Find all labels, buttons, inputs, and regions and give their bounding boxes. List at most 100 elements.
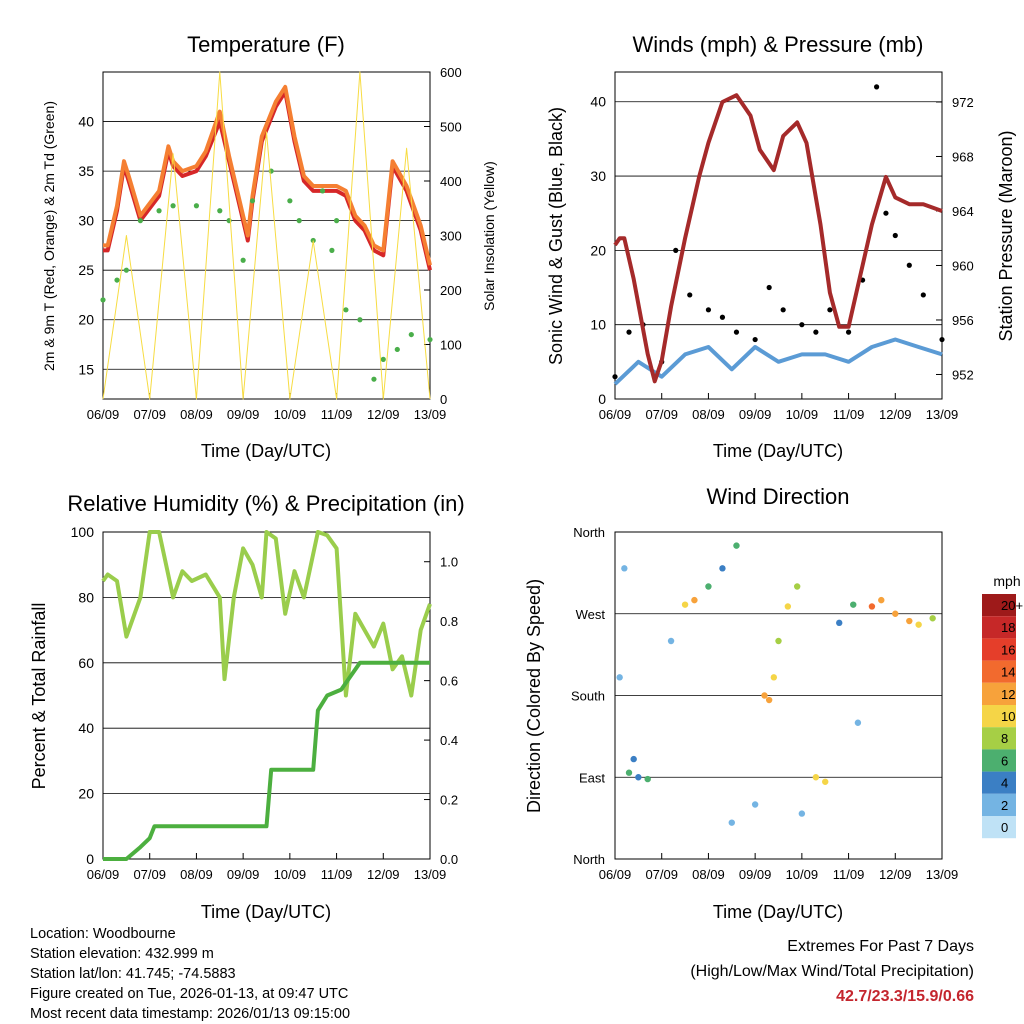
wind-direction-point	[625, 769, 633, 776]
sonic-wind-line	[613, 337, 943, 386]
wind-direction-point	[798, 810, 806, 817]
gust-point	[799, 322, 805, 328]
gust-point	[766, 284, 772, 291]
temperature-x-axis-label: Time (Day/UTC)	[201, 441, 331, 461]
wind-direction-point	[793, 583, 801, 590]
extremes-box: Extremes For Past 7 Days (High/Low/Max W…	[690, 934, 974, 1009]
speed-legend-swatch	[982, 727, 1016, 750]
y2-tick-label: 100	[440, 338, 462, 353]
x-tick-label: 11/09	[321, 407, 353, 422]
speed-legend-swatch	[982, 682, 1016, 705]
y-tick-label: 30	[590, 168, 606, 184]
wind-direction-point	[892, 610, 899, 617]
wind-direction-point	[681, 601, 689, 608]
2m-td-point	[170, 203, 176, 209]
speed-legend-title: mph	[993, 573, 1020, 589]
gust-point	[939, 336, 945, 343]
x-tick-label: 10/09	[274, 867, 307, 882]
x-tick-label: 10/09	[786, 407, 819, 422]
gust-point	[719, 314, 726, 320]
y-tick-label: 40	[78, 720, 94, 736]
wind-direction-point	[878, 596, 885, 604]
x-tick-label: 08/09	[692, 407, 725, 422]
x-tick-label: 06/09	[87, 407, 120, 422]
figure-created: Figure created on Tue, 2026-01-13, at 09…	[30, 986, 349, 1002]
speed-legend-label: 4	[1001, 776, 1008, 791]
wind-direction-point	[621, 565, 628, 572]
wind-direction-point	[836, 619, 843, 627]
gust-point	[845, 329, 852, 335]
y2-tick-label: 956	[952, 313, 974, 328]
x-tick-label: 09/09	[227, 867, 260, 882]
solar-insolation-line	[102, 71, 431, 400]
speed-legend-label: 18	[1001, 620, 1015, 635]
y2-tick-label: 0	[440, 392, 447, 407]
wind-direction-panel: Wind Direction Direction (Colored By Spe…	[524, 484, 1023, 922]
wind-direction-point	[822, 778, 829, 785]
wind-direction-x-axis-label: Time (Day/UTC)	[713, 902, 843, 922]
station-elevation: Station elevation: 432.999 m	[30, 946, 214, 962]
speed-legend-label: 10	[1001, 709, 1015, 724]
x-tick-label: 13/09	[926, 407, 959, 422]
y2-tick-label: 0.8	[440, 614, 458, 629]
wind-direction-point	[906, 617, 913, 625]
speed-legend-label: 2	[1001, 798, 1008, 813]
gust-point	[626, 329, 632, 335]
speed-legend-label: 14	[1001, 665, 1015, 680]
2m-td-point	[296, 218, 302, 224]
relative-humidity-line	[101, 530, 432, 698]
wind-direction-point	[691, 596, 698, 604]
y-tick-label: 10	[590, 317, 606, 333]
2m-td-point	[408, 331, 414, 338]
humidity-precip-panel: Relative Humidity (%) & Precipitation (i…	[29, 491, 465, 922]
2m-td-point	[123, 267, 129, 273]
gust-point	[752, 336, 758, 343]
speed-legend-swatch	[982, 749, 1016, 772]
wind-direction-point	[630, 755, 637, 763]
wind-direction-point	[635, 774, 642, 781]
y-tick-label: 20	[78, 786, 94, 802]
y2-tick-label: 600	[440, 65, 462, 80]
wind-direction-point	[751, 801, 759, 808]
y2-tick-label: 972	[952, 95, 974, 110]
2m-td-point	[193, 203, 200, 209]
speed-legend-swatch	[982, 705, 1016, 728]
wind-direction-point	[915, 621, 922, 628]
x-tick-label: 12/09	[367, 867, 400, 882]
y-tick-label: 100	[71, 524, 95, 540]
station-pressure-line	[613, 93, 943, 384]
2m-td-point	[287, 198, 293, 204]
2m-td-point	[114, 277, 120, 283]
x-tick-label: 11/09	[833, 407, 865, 422]
speed-legend-label: 16	[1001, 642, 1015, 657]
total-precipitation-line	[103, 660, 430, 861]
gust-point	[813, 329, 819, 335]
y2-tick-label: 1.0	[440, 555, 458, 570]
2m-td-point	[394, 346, 400, 353]
x-tick-label: 06/09	[599, 407, 632, 422]
speed-legend-swatch	[982, 594, 1016, 617]
wind-direction-point	[770, 674, 778, 681]
x-tick-label: 09/09	[739, 867, 772, 882]
y-tick-label: 40	[590, 94, 606, 110]
gust-point	[883, 210, 889, 216]
y-tick-label: 20	[590, 242, 606, 258]
x-tick-label: 09/09	[739, 407, 772, 422]
station-info: Location: Woodbourne Station elevation: …	[30, 924, 350, 1024]
extremes-values: 42.7/23.3/15.9/0.66	[836, 988, 974, 1005]
y2-tick-label: 0.2	[440, 793, 458, 808]
y-tick-label: 30	[78, 213, 94, 229]
wind-direction-point	[850, 601, 857, 608]
direction-tick-label: West	[576, 607, 606, 622]
temperature-panel: Temperature (F) 2m & 9m T (Red, Orange) …	[41, 32, 497, 461]
wind-direction-title: Wind Direction	[706, 484, 849, 509]
y-tick-label: 60	[78, 655, 94, 671]
y2-tick-label: 500	[440, 120, 462, 135]
gust-point	[892, 232, 898, 239]
2m-td-point	[427, 336, 433, 343]
wind-direction-point	[929, 615, 936, 622]
pressure-right-axis-label: Station Pressure (Maroon)	[996, 130, 1016, 341]
gust-point	[687, 292, 693, 298]
wind-direction-point	[733, 542, 740, 549]
